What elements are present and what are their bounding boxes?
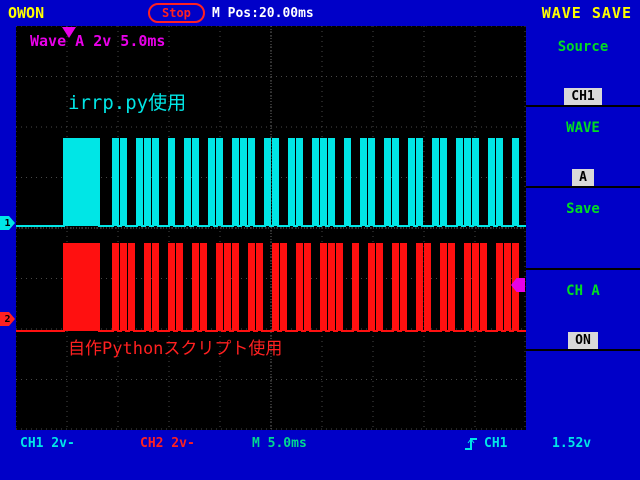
trigger-level-readout: 1.52v: [552, 436, 592, 451]
soft-menu-panel: Source CH1 WAVE A Save CH A ON: [526, 26, 640, 430]
trigger-level-marker-icon[interactable]: [511, 278, 525, 292]
menu-label-ch-a: CH A: [566, 282, 600, 299]
trigger-position-marker-icon[interactable]: [62, 27, 76, 38]
horizontal-position-readout: M Pos:20.00ms: [212, 6, 314, 21]
ch1-text-label: irrp.py使用: [68, 92, 187, 114]
status-bar: CH1 2v- CH2 2v- M 5.0ms CH1 1.52v: [0, 430, 640, 480]
top-bar: OWON Stop M Pos:20.00ms WAVE SAVE: [0, 0, 640, 26]
menu-section-save[interactable]: Save: [526, 188, 640, 270]
menu-label-save: Save: [566, 201, 600, 218]
menu-section-wave[interactable]: WAVE A: [526, 107, 640, 189]
trigger-source-label: CH1: [484, 436, 508, 451]
wave-annotation: Wave A 2v 5.0ms: [30, 32, 166, 50]
menu-value-source[interactable]: CH1: [564, 88, 602, 105]
menu-section-empty: [526, 351, 640, 430]
menu-value-wave[interactable]: A: [572, 169, 594, 187]
ch2-position-marker[interactable]: 2: [0, 312, 15, 326]
ch2-text-label: 自作Pythonスクリプト使用: [68, 339, 283, 359]
ch2-scale-readout: CH2 2v-: [140, 436, 195, 451]
page-title: WAVE SAVE: [541, 4, 632, 22]
trigger-readout: CH1: [464, 436, 507, 451]
waveform-svg: [16, 26, 526, 430]
menu-section-ch-a[interactable]: CH A ON: [526, 270, 640, 351]
menu-label-wave: WAVE: [566, 120, 600, 137]
timebase-readout: M 5.0ms: [252, 436, 307, 451]
menu-value-ch-a[interactable]: ON: [568, 331, 598, 349]
ch1-position-marker[interactable]: 1: [0, 216, 15, 230]
brand-logo: OWON: [8, 4, 45, 22]
rising-edge-icon: [465, 438, 477, 450]
menu-label-source: Source: [557, 39, 609, 55]
run-state-badge: Stop: [148, 3, 205, 23]
waveform-display: Wave A 2v 5.0ms irrp.py使用 自作Pythonスクリプト使…: [16, 26, 526, 430]
menu-section-source[interactable]: Source CH1: [526, 26, 640, 108]
ch1-scale-readout: CH1 2v-: [20, 436, 75, 451]
